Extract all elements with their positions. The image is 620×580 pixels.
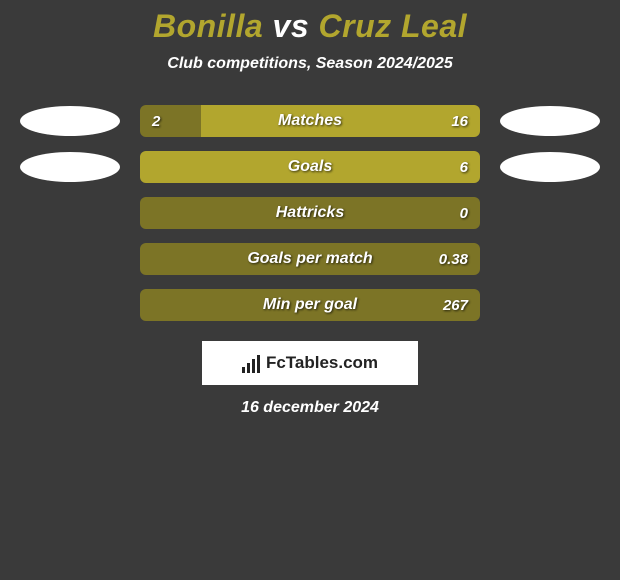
bar-left-fill [140,105,201,137]
spacer [500,244,600,274]
stat-bar: Goals6 [140,151,480,183]
spacer [20,198,120,228]
stat-bar: Matches216 [140,105,480,137]
title-vs: vs [273,8,310,44]
spacer [20,290,120,320]
bar-left-fill [140,197,480,229]
title-player2: Cruz Leal [319,8,468,44]
stat-bar: Goals per match0.38 [140,243,480,275]
player2-oval [500,106,600,136]
bar-left-fill [140,289,480,321]
player1-oval [20,152,120,182]
stat-row: Goals per match0.38 [0,243,620,275]
date-line: 16 december 2024 [0,399,620,417]
comparison-container: Bonilla vs Cruz Leal Club competitions, … [0,0,620,417]
stats-list: Matches216 Goals6 Hattricks0 Goals per matc… [0,105,620,321]
stat-row: Goals6 [0,151,620,183]
page-title: Bonilla vs Cruz Leal [0,8,620,45]
stat-row: Hattricks0 [0,197,620,229]
spacer [500,198,600,228]
bar-right-fill [201,105,480,137]
stat-row: Matches216 [0,105,620,137]
watermark: FcTables.com [202,341,418,385]
stat-bar: Hattricks0 [140,197,480,229]
stat-row: Min per goal267 [0,289,620,321]
player1-oval [20,106,120,136]
stat-bar: Min per goal267 [140,289,480,321]
watermark-brand: FcTables.com [266,353,378,373]
bar-chart-icon [242,353,260,373]
spacer [500,290,600,320]
bar-right-fill [140,151,480,183]
title-player1: Bonilla [153,8,263,44]
spacer [20,244,120,274]
player2-oval [500,152,600,182]
bar-left-fill [140,243,480,275]
subtitle: Club competitions, Season 2024/2025 [0,55,620,73]
